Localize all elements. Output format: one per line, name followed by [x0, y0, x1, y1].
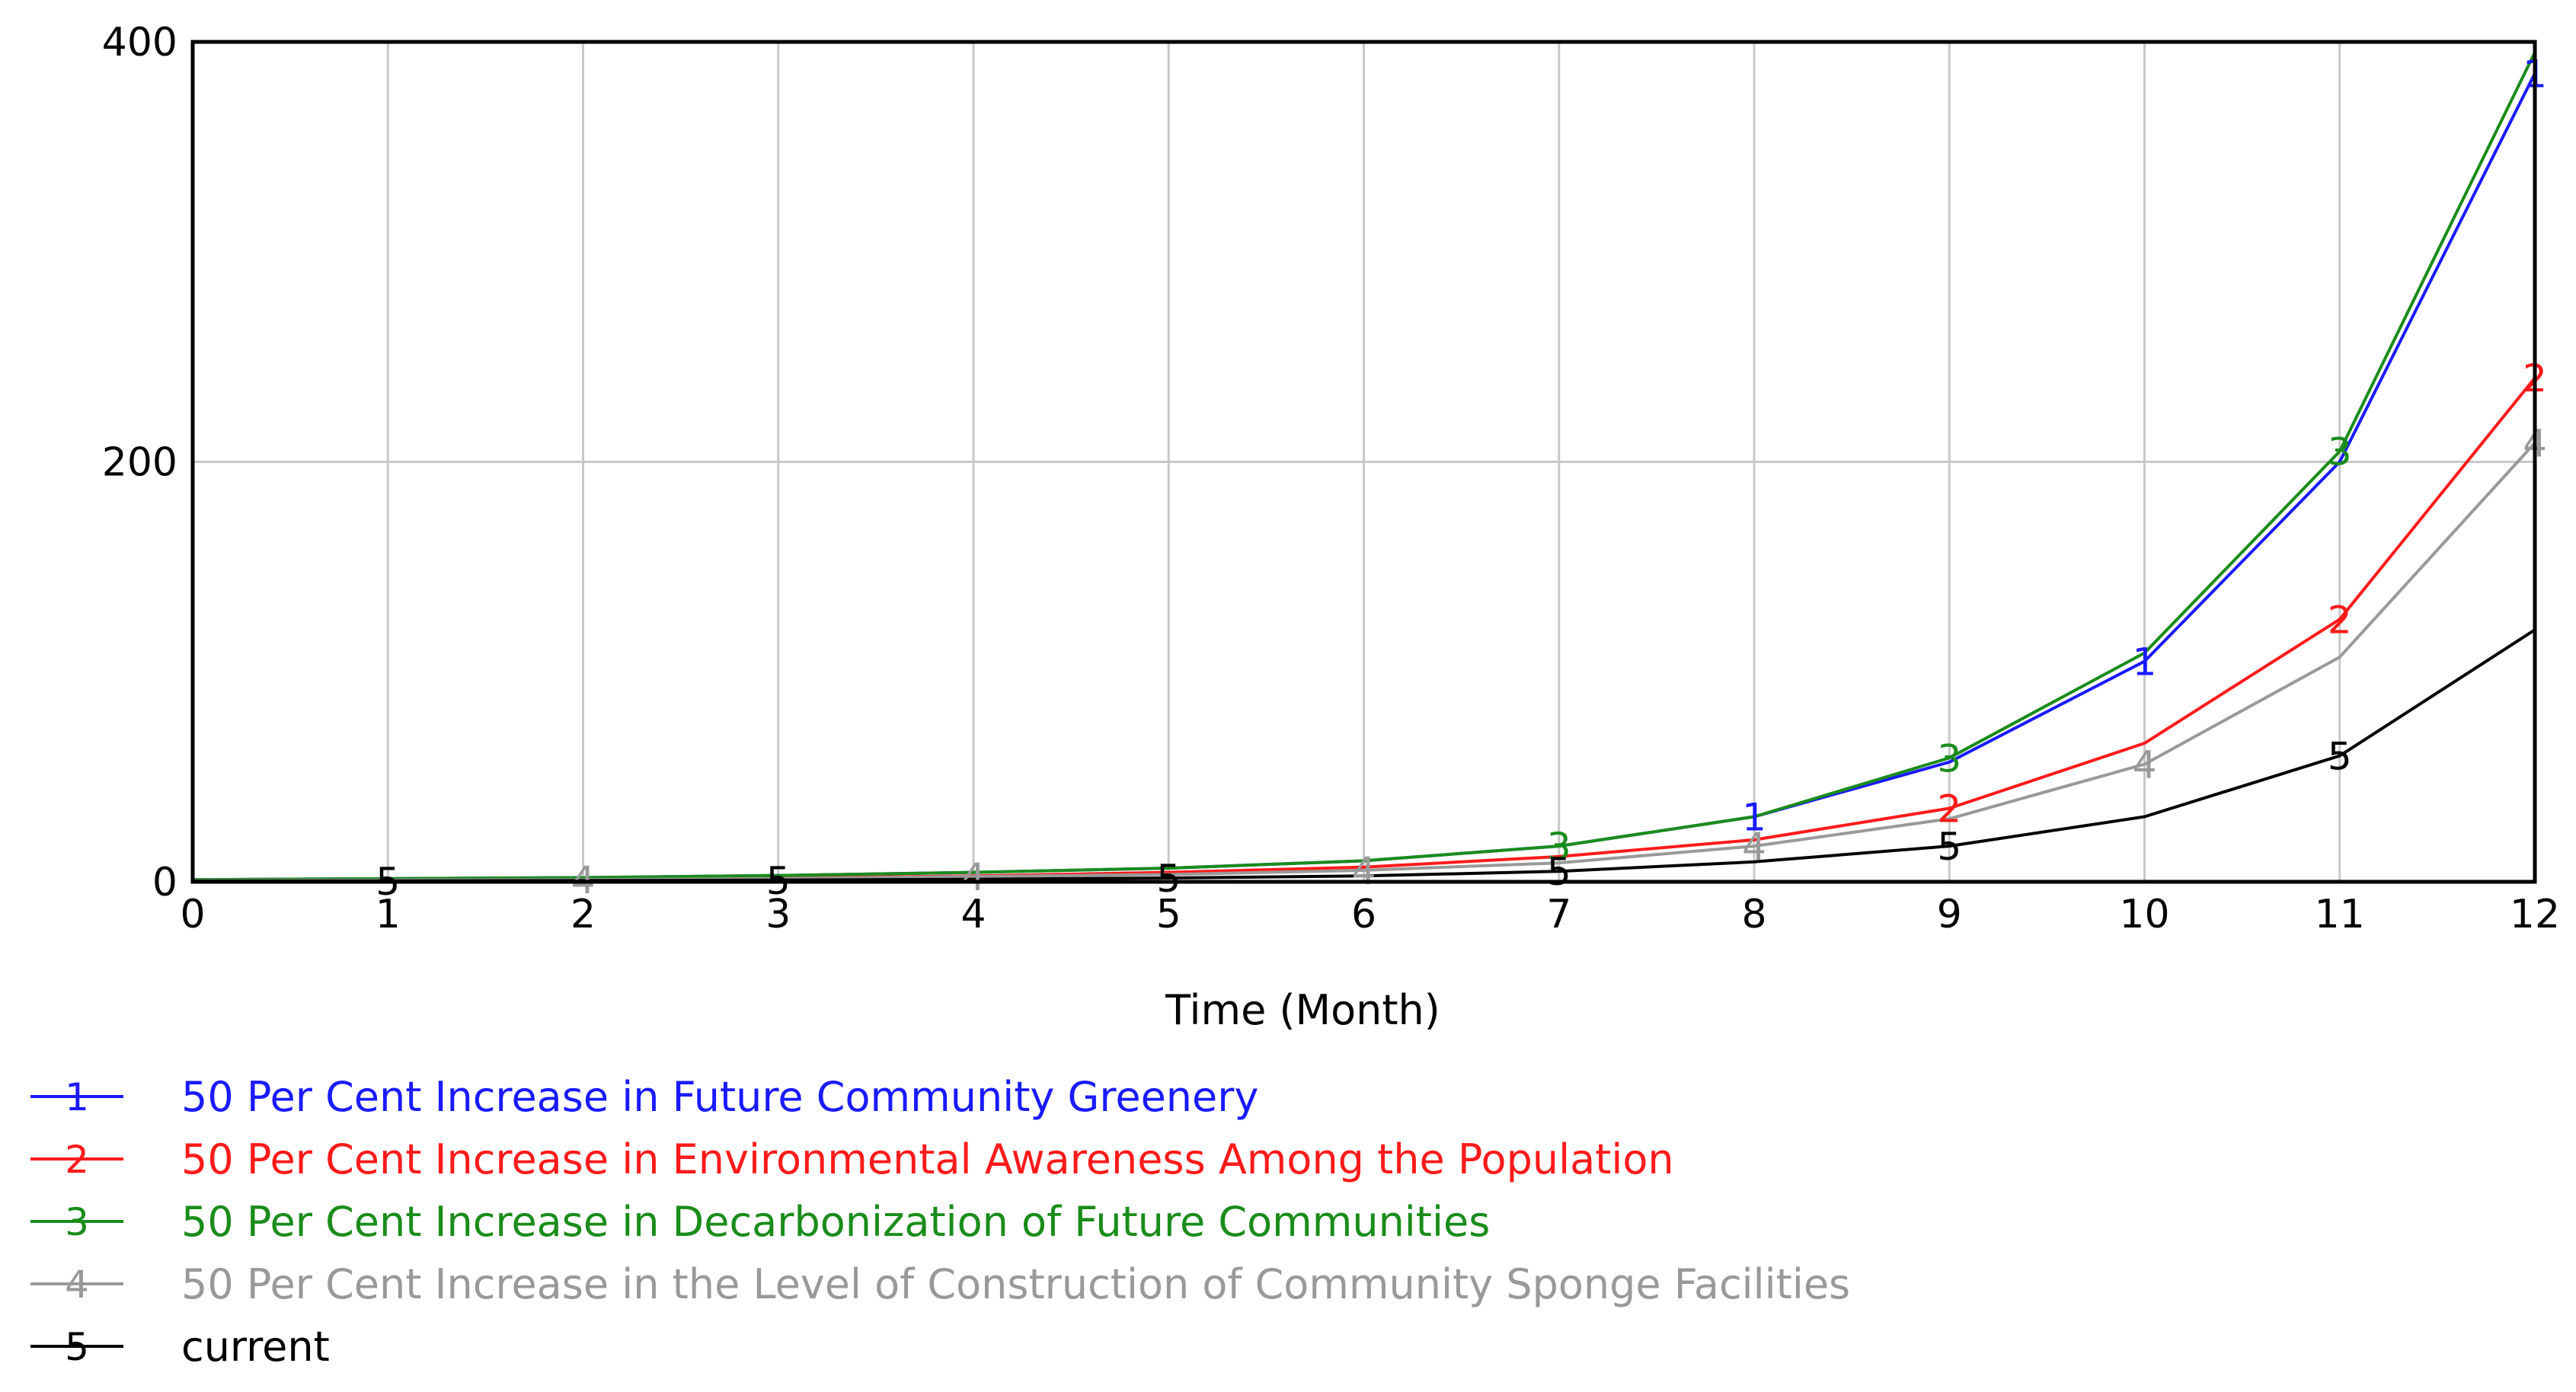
- x-tick-label: 7: [1546, 892, 1571, 937]
- legend: 1 50 Per Cent Increase in Future Communit…: [30, 1073, 1850, 1371]
- legend-marker-3: 3: [65, 1200, 89, 1244]
- y-axis-ticks: 0 200 400: [102, 20, 177, 905]
- x-tick-label: 3: [765, 892, 791, 937]
- legend-marker-5: 5: [65, 1325, 89, 1369]
- grid-lines: [193, 42, 2535, 882]
- x-axis-label: Time (Month): [1165, 986, 1440, 1034]
- x-tick-label: 10: [2119, 892, 2169, 937]
- series-marker-1: 1: [1742, 796, 1766, 840]
- x-tick-label: 4: [960, 892, 986, 937]
- y-tick-label: 400: [102, 20, 177, 65]
- legend-marker-1: 1: [65, 1075, 89, 1119]
- series-marker-3: 3: [2328, 430, 2352, 474]
- legend-label-1: 50 Per Cent Increase in Future Community…: [181, 1073, 1258, 1121]
- legend-label-4: 50 Per Cent Increase in the Level of Con…: [181, 1260, 1850, 1308]
- series-marker-4: 4: [1742, 825, 1766, 869]
- x-tick-label: 1: [376, 892, 401, 937]
- legend-label-2: 50 Per Cent Increase in Environmental Aw…: [181, 1135, 1674, 1183]
- y-tick-label: 200: [102, 440, 177, 486]
- series-line-3: [192, 51, 2536, 882]
- legend-label-5: current: [181, 1323, 330, 1371]
- series-marker-5: 5: [1156, 857, 1181, 901]
- legend-marker-4: 4: [65, 1263, 89, 1307]
- x-tick-label: 6: [1351, 892, 1376, 937]
- series-marker-4: 4: [961, 855, 986, 899]
- x-tick-label: 0: [180, 892, 205, 937]
- series-marker-2: 2: [2328, 598, 2352, 642]
- legend-marker-2: 2: [65, 1138, 89, 1182]
- series-marker-5: 5: [2328, 735, 2352, 779]
- series-marker-2: 2: [1937, 787, 1961, 831]
- series-marker-4: 4: [2133, 743, 2157, 787]
- legend-label-3: 50 Per Cent Increase in Decarbonization …: [181, 1198, 1490, 1246]
- x-tick-label: 5: [1156, 892, 1181, 937]
- series-marker-4: 4: [1352, 849, 1376, 893]
- plot-area-frame: [190, 40, 2537, 884]
- x-tick-label: 12: [2510, 892, 2560, 937]
- series-marker-1: 1: [2133, 640, 2157, 684]
- x-tick-label: 9: [1937, 892, 1962, 937]
- series-marker-3: 3: [1937, 736, 1961, 781]
- x-tick-label: 8: [1741, 892, 1766, 937]
- x-axis-ticks: 0 1 2 3 4 5 6 7 8 9 10 11 12: [180, 892, 2560, 937]
- series-marker-5: 5: [1937, 825, 1961, 869]
- y-tick-label: 0: [152, 860, 177, 905]
- series-marker-3: 3: [1547, 825, 1571, 869]
- x-tick-label: 2: [570, 892, 596, 937]
- series-marker-5: 5: [1547, 850, 1571, 894]
- x-tick-label: 11: [2315, 892, 2365, 937]
